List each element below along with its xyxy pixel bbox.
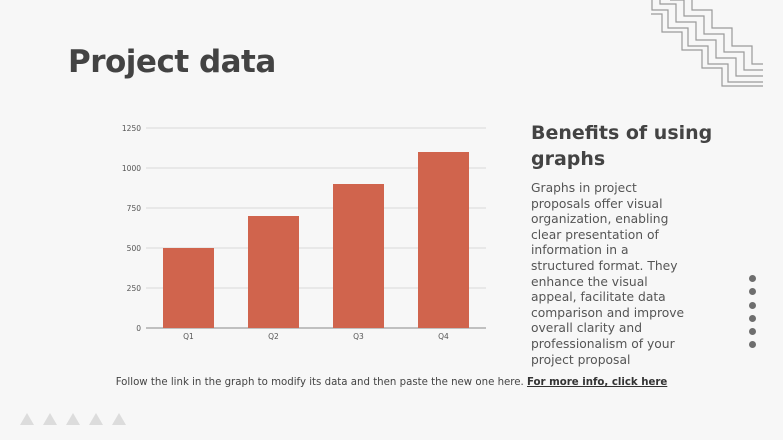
footer: Follow the link in the graph to modify i… — [0, 377, 783, 388]
bar-chart[interactable]: 0 250 500 750 1000 1250 Q1 Q2 Q3 Q4 — [110, 118, 495, 348]
x-tick-label: Q1 — [183, 332, 194, 341]
dot — [749, 275, 756, 282]
dot — [749, 288, 756, 296]
dot — [749, 328, 756, 336]
dot — [749, 314, 756, 322]
bar-q3 — [333, 184, 384, 328]
footer-text: Follow the link in the graph to modify i… — [115, 377, 524, 388]
bar-q4 — [418, 152, 469, 328]
bar-q2 — [248, 216, 299, 328]
page-title: Project data — [68, 44, 276, 80]
more-info-link[interactable]: For more info, click here — [527, 377, 668, 388]
triangles-decoration — [20, 413, 126, 425]
x-tick-label: Q3 — [353, 332, 364, 341]
dot — [749, 301, 756, 309]
y-tick-label: 250 — [127, 284, 142, 293]
side-panel-body: Graphs in project proposals offer visual… — [531, 181, 685, 367]
y-tick-label: 0 — [136, 324, 141, 333]
dot — [749, 341, 756, 349]
y-tick-label: 500 — [127, 244, 142, 253]
bar-q1 — [163, 248, 214, 328]
pagination-dots — [749, 275, 756, 355]
side-panel-heading: Benefits of using graphs — [531, 122, 713, 170]
x-tick-label: Q2 — [268, 332, 279, 341]
y-tick-label: 1250 — [122, 124, 141, 133]
y-tick-label: 1000 — [122, 164, 141, 173]
y-tick-label: 750 — [127, 204, 142, 213]
zigzag-lines-decoration — [651, 0, 763, 87]
x-tick-label: Q4 — [438, 332, 449, 341]
